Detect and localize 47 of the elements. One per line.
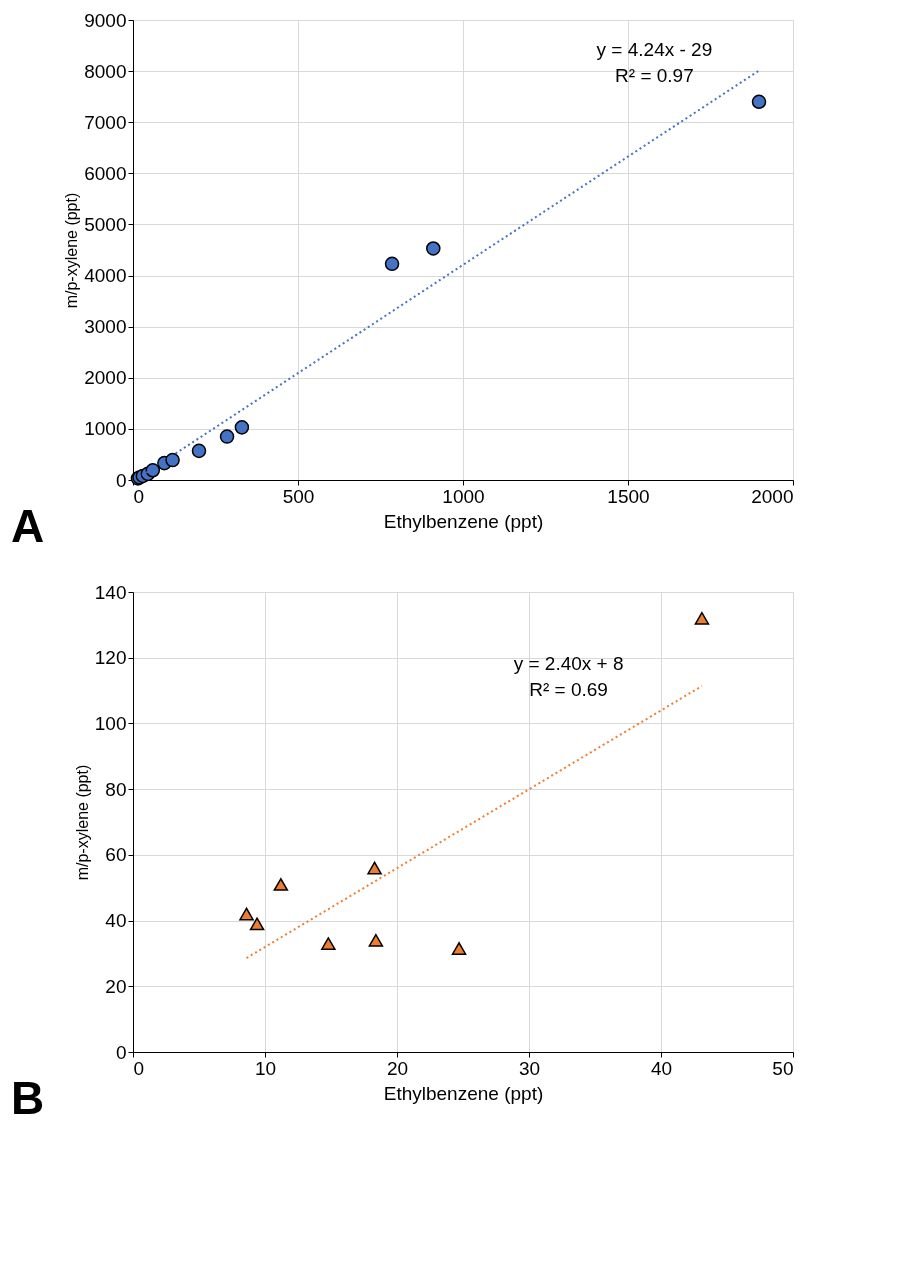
- x-tick-label: 40: [650, 1057, 673, 1079]
- x-tick-label: 2000: [751, 485, 794, 507]
- y-tick-label: 7000: [84, 111, 127, 133]
- x-tick-label: 500: [282, 485, 315, 507]
- y-tick-label: 1000: [84, 418, 127, 440]
- y-tick-label: 3000: [84, 316, 127, 338]
- y-tick-label: 0: [115, 1041, 127, 1063]
- y-tick-label: 40: [105, 910, 127, 932]
- annotation: R² = 0.69: [529, 679, 608, 700]
- point: [321, 937, 336, 950]
- point: [239, 907, 254, 921]
- annotation: y = 4.24x - 29: [596, 39, 713, 60]
- x-axis-title: Ethylbenzene (ppt): [383, 1082, 544, 1104]
- y-tick-label: 0: [115, 469, 127, 491]
- y-tick-label: 9000: [84, 9, 127, 31]
- text: A: [11, 500, 45, 552]
- y-tick-label: 140: [94, 581, 127, 603]
- y-tick-label: 60: [105, 844, 127, 866]
- y-tick-label: 20: [105, 975, 127, 997]
- x-tick-label: 20: [386, 1057, 409, 1079]
- point: [451, 942, 467, 955]
- text: B: [11, 1072, 45, 1124]
- x-axis-title: Ethylbenzene (ppt): [383, 510, 544, 532]
- y-tick-label: 100: [94, 712, 127, 734]
- x-tick-label: 30: [518, 1057, 541, 1079]
- point: [273, 878, 289, 891]
- point: [368, 933, 384, 947]
- point: [694, 611, 710, 625]
- x-tick-label: 0: [133, 485, 145, 507]
- y-tick-label: 80: [105, 778, 127, 800]
- y-axis-title: m/p-xylene (ppt): [73, 764, 91, 881]
- y-tick-label: 6000: [84, 162, 127, 184]
- annotation: R² = 0.97: [615, 65, 694, 86]
- x-tick-label: 10: [254, 1057, 277, 1079]
- y-axis-title: m/p-xylene (ppt): [63, 192, 81, 309]
- y-tick-label: 5000: [84, 213, 127, 235]
- annotation: y = 2.40x + 8: [513, 653, 624, 674]
- x-tick-label: 1000: [442, 485, 485, 507]
- y-tick-label: 120: [94, 647, 127, 669]
- x-tick-label: 50: [772, 1057, 794, 1079]
- x-tick-label: 1500: [607, 485, 650, 507]
- y-tick-label: 4000: [84, 265, 127, 287]
- x-tick-label: 0: [133, 1057, 145, 1079]
- point: [249, 917, 265, 931]
- y-tick-label: 8000: [84, 60, 127, 82]
- y-tick-label: 2000: [84, 367, 127, 389]
- point: [367, 861, 382, 875]
